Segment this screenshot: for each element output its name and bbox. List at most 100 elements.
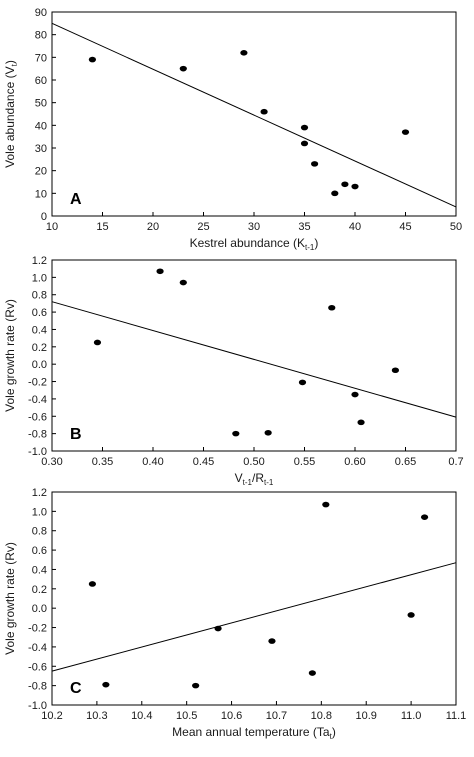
y-tick-label: 40 (35, 120, 47, 132)
x-tick-label: 15 (96, 221, 108, 233)
y-tick-label: 90 (35, 7, 47, 19)
data-point (93, 339, 102, 346)
x-axis-label: Vt-1/Rt-1 (235, 471, 274, 487)
y-tick-label: 0.2 (32, 584, 47, 596)
x-axis-label-sub: t (330, 732, 333, 741)
x-tick-label: 20 (147, 221, 159, 233)
panel-letter: A (70, 191, 82, 208)
x-tick-label: 0.60 (344, 456, 365, 468)
data-point (328, 304, 336, 311)
x-tick-label: 10.2 (41, 710, 62, 722)
data-point (88, 581, 96, 587)
data-point (311, 161, 319, 167)
data-point (102, 681, 110, 688)
data-point (407, 612, 415, 618)
x-tick-label: 10.9 (356, 710, 377, 722)
x-axis-label-main: Mean annual temperature (Ta (172, 725, 330, 739)
y-tick-label: 1.2 (32, 487, 47, 499)
data-point (179, 279, 187, 286)
data-point (214, 625, 222, 632)
y-tick-label: 60 (35, 75, 47, 87)
panel-letter: B (70, 426, 82, 443)
x-axis-label: Mean annual temperature (Tat) (172, 725, 336, 741)
data-point (232, 430, 240, 437)
x-tick-label: 10.8 (311, 710, 332, 722)
data-point (179, 65, 187, 72)
y-tick-label: 0.2 (32, 342, 47, 354)
data-point (240, 50, 248, 56)
y-axis-label-main: Vole growth rate (Rv) (3, 542, 17, 655)
y-axis-label-main: Vole growth rate (Rv) (3, 299, 17, 412)
x-tick-label: 0.55 (294, 456, 315, 468)
x-tick-label: 50 (450, 221, 462, 233)
y-tick-label: 0.4 (32, 564, 47, 576)
y-tick-label: -0.6 (28, 661, 47, 673)
x-axis-label-suffix: ) (332, 725, 336, 739)
data-point (298, 379, 307, 386)
y-tick-label: 70 (35, 52, 47, 64)
y-tick-label: 20 (35, 166, 47, 178)
x-axis-label-main: V (235, 471, 243, 485)
y-axis-label-sub: t (10, 63, 19, 66)
x-tick-label: 35 (298, 221, 310, 233)
y-tick-label: 50 (35, 98, 47, 110)
plot-frame (51, 11, 457, 217)
data-point (331, 190, 339, 197)
y-tick-label: -0.2 (28, 623, 47, 635)
y-tick-label: 0.6 (32, 307, 47, 319)
y-tick-label: 0.8 (32, 526, 47, 538)
x-tick-label: 40 (349, 221, 361, 233)
data-point (156, 268, 164, 275)
regression-line (51, 562, 457, 672)
x-axis-label: Kestrel abundance (Kt-1) (190, 236, 319, 252)
x-tick-label: 10.6 (221, 710, 242, 722)
x-tick-label: 0.35 (92, 456, 113, 468)
y-axis-label-main: Vole abundance (V (3, 66, 17, 167)
panel-b: 0.30 0.35 0.40 0.45 0.50 0.55 0.60 0.65 0.7 -1.0 -… (3, 255, 464, 487)
x-tick-label: 25 (197, 221, 209, 233)
x-tick-label: 10.4 (131, 710, 152, 722)
regression-line (51, 301, 457, 418)
data-point (341, 181, 349, 188)
y-tick-label: 0.0 (32, 359, 47, 371)
y-tick-label: -0.4 (28, 642, 47, 654)
data-point (322, 501, 330, 508)
x-axis-label-sub: t-1 (305, 243, 315, 252)
data-point (401, 129, 410, 135)
y-tick-label: 0.8 (32, 290, 47, 302)
x-axis-label-main: Kestrel abundance (K (190, 236, 305, 250)
data-point (357, 419, 365, 426)
data-point (351, 391, 359, 398)
regression-line (51, 22, 457, 208)
y-tick-label: 30 (35, 143, 47, 155)
panel-letter: C (70, 680, 82, 697)
panel-c: 10.2 10.3 10.4 10.5 10.6 10.7 10.8 10.9 11.0 11.1… (3, 487, 466, 741)
data-point (88, 56, 96, 63)
y-axis-label: Vole abundance (Vt) (3, 60, 19, 168)
y-tick-label: -1.0 (28, 446, 47, 458)
y-tick-label: 1.0 (32, 272, 47, 284)
y-tick-label: -0.6 (28, 411, 47, 423)
y-tick-label: -0.2 (28, 377, 47, 389)
x-tick-label: 0.45 (193, 456, 214, 468)
y-tick-label: -1.0 (28, 700, 47, 712)
x-tick-label: 0.40 (142, 456, 163, 468)
x-axis-label-suffix: /R (252, 471, 264, 485)
x-tick-label: 45 (399, 221, 411, 233)
x-tick-label: 10.7 (266, 710, 287, 722)
x-tick-label: 0.30 (41, 456, 62, 468)
x-tick-label: 10.3 (86, 710, 107, 722)
y-tick-label: -0.4 (28, 394, 47, 406)
x-axis-label-sub2: t-1 (264, 478, 274, 487)
y-axis-label: Vole growth rate (Rv) (3, 542, 17, 655)
y-axis-label-suffix: ) (3, 60, 17, 64)
x-tick-label: 0.50 (243, 456, 264, 468)
y-tick-label: 80 (35, 30, 47, 42)
data-point (192, 682, 200, 689)
x-tick-label: 0.7 (448, 456, 463, 468)
x-tick-label: 0.65 (395, 456, 416, 468)
data-point (391, 367, 399, 374)
y-tick-label: 1.0 (32, 506, 47, 518)
data-point (308, 670, 316, 676)
